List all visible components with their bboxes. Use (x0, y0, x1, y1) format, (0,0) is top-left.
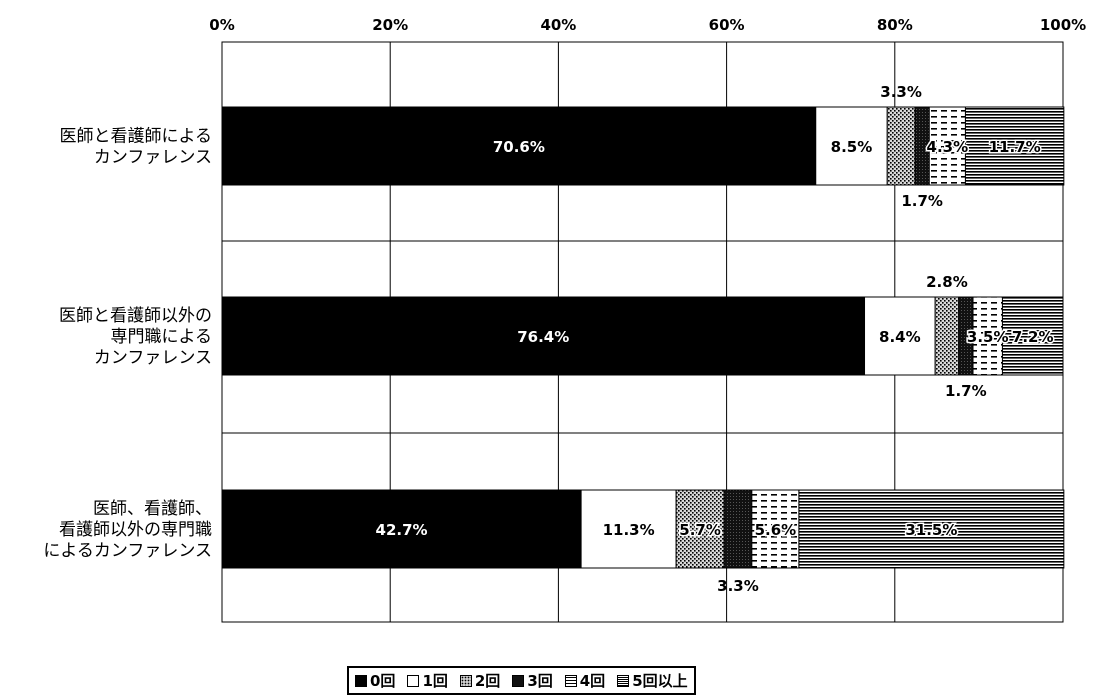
bar-0回 (221, 296, 866, 376)
data-label: 3.5% (967, 328, 1009, 346)
bar-0回 (221, 489, 582, 569)
legend-item: 1回 (407, 670, 448, 691)
data-label: 3.3% (880, 83, 922, 101)
bar-2回 (886, 106, 916, 186)
legend-label: 5回以上 (632, 672, 688, 690)
category-label: 医師、看護師、看護師以外の専門職によるカンファレンス (43, 499, 212, 561)
legend-label: 3回 (527, 672, 553, 690)
data-label: 1.7% (945, 382, 987, 400)
bar-1回 (580, 489, 677, 569)
data-label: 8.4% (879, 328, 921, 346)
legend-label: 1回 (422, 672, 448, 690)
legend-item: 3回 (512, 670, 553, 691)
bar-4回 (751, 489, 800, 569)
x-tick-label: 100% (1040, 16, 1086, 34)
x-tick-label: 80% (877, 16, 913, 34)
data-label: 11.7% (989, 138, 1041, 156)
bar-1回 (864, 296, 936, 376)
bar-2回 (934, 296, 960, 376)
chart-legend: 0回 1回 2回 3回 4回 5回以上 (347, 666, 696, 695)
category-label: 医師と看護師によるカンファレンス (60, 127, 213, 168)
legend-swatch (459, 674, 472, 687)
bar-3回 (723, 489, 753, 569)
legend-item: 2回 (459, 670, 501, 691)
stacked-bar-chart: 0% 20% 40% 60% 80% 100% 医師と看護師によるカンファレンス医師と看護… (43, 16, 1086, 623)
legend-swatch (512, 674, 525, 687)
data-label: 5.6% (755, 521, 797, 539)
legend-swatch (407, 674, 420, 687)
data-label: 8.5% (831, 138, 873, 156)
data-label: 1.7% (901, 192, 943, 210)
data-label: 31.5% (905, 521, 957, 539)
legend-item: 5回以上 (617, 670, 688, 691)
data-label: 4.3% (927, 138, 969, 156)
category-label: 医師と看護師以外の専門職によるカンファレンス (59, 306, 212, 368)
bar-5回以上 (964, 106, 1065, 186)
legend-item: 0回 (355, 670, 395, 691)
data-label: 11.3% (603, 521, 655, 539)
data-label: 3.3% (717, 577, 759, 595)
bar-2回 (675, 489, 725, 569)
legend-swatch (617, 674, 630, 687)
bar-5回以上 (1001, 296, 1064, 376)
data-label: 7.2% (1012, 328, 1054, 346)
data-label: 76.4% (517, 328, 569, 346)
legend-item: 4回 (564, 670, 606, 691)
x-tick-label: 0% (209, 16, 234, 34)
legend-label: 0回 (370, 672, 396, 690)
legend-label: 4回 (579, 672, 606, 690)
legend-label: 2回 (474, 672, 501, 690)
data-label: 70.6% (493, 138, 545, 156)
data-label: 2.8% (926, 273, 968, 291)
legend-swatch (564, 674, 577, 687)
bar-4回 (928, 106, 966, 186)
x-tick-label: 20% (372, 16, 408, 34)
data-label: 42.7% (376, 521, 428, 539)
bar-5回以上 (798, 489, 1065, 569)
x-tick-label: 60% (709, 16, 745, 34)
x-tick-label: 40% (540, 16, 576, 34)
legend-swatch (355, 674, 367, 687)
data-label: 5.7% (679, 521, 721, 539)
